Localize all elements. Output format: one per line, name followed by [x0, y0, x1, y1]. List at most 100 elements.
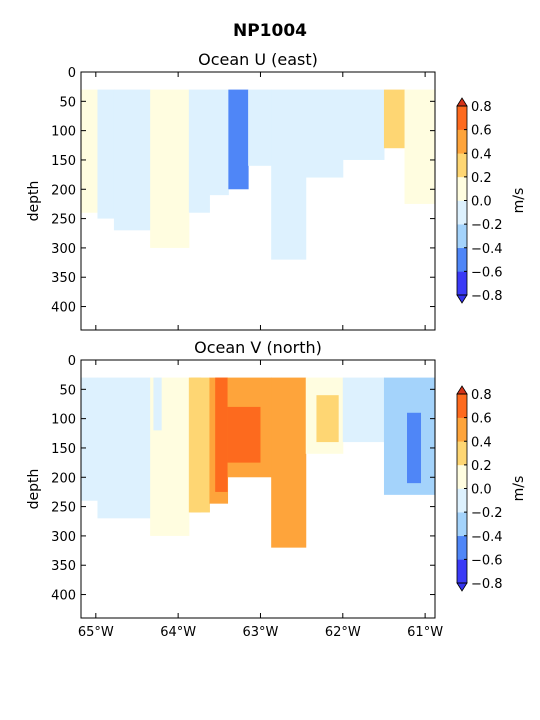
colorbar-tick-label: 0.0 — [471, 483, 492, 498]
colorbar-segment-5 — [457, 153, 467, 178]
y-tick-label: 200 — [51, 183, 76, 198]
y-tick-label: 150 — [51, 442, 76, 457]
y-tick-label: 300 — [51, 530, 76, 545]
colorbar-tick-label: 0.2 — [471, 459, 492, 474]
colorbar-segment-5 — [457, 441, 467, 466]
y-tick-label: 50 — [59, 95, 76, 110]
heatmap-cell-8 — [342, 377, 385, 443]
y-tick-label: 350 — [51, 271, 76, 286]
x-tick-label: 61°W — [407, 625, 443, 640]
colorbar-segment-4 — [457, 464, 467, 489]
heatmap-cell-12 — [404, 89, 436, 204]
plot-frame — [80, 71, 436, 331]
colorbar-tick-label: −0.4 — [471, 242, 503, 257]
heatmap-cell-1 — [97, 89, 115, 219]
heatmap-patch-4 — [153, 377, 162, 431]
y-axis-label-u: depth — [26, 181, 42, 222]
colorbar-segment-7 — [457, 394, 467, 418]
heatmap-cell-2 — [113, 89, 151, 231]
colorbar-tick-label: −0.4 — [471, 530, 503, 545]
y-tick-label: 400 — [51, 589, 76, 604]
colorbar-tick-label: 0.0 — [471, 195, 492, 210]
heatmap-patch-5 — [407, 412, 422, 484]
heatmap-cell-9 — [305, 89, 344, 178]
y-tick-label: 200 — [51, 471, 76, 486]
x-tick-label: 65°W — [78, 625, 114, 640]
x-tick-label: 63°W — [243, 625, 279, 640]
y-tick-label: 0 — [68, 66, 76, 81]
y-tick-label: 250 — [51, 501, 76, 516]
colorbar-segment-4 — [457, 176, 467, 201]
heatmap-cell-8 — [271, 89, 307, 260]
colorbar-segment-3 — [457, 488, 467, 513]
axes-u: 0 50 100 150 200 250 300 350 400 — [51, 66, 436, 331]
colorbar-tick-label: 0.4 — [471, 147, 492, 162]
colorbar-extend-high — [456, 97, 468, 107]
panel-ocean-v: Ocean V (north) depth 0 50 100 150 200 250 300… — [26, 338, 527, 640]
colorbar-segment-7 — [457, 106, 467, 130]
colorbar-tick-label: 0.8 — [471, 388, 492, 403]
colorbar-tick-label: −0.6 — [471, 553, 503, 568]
colorbar-segment-0 — [457, 559, 467, 584]
y-tick-label: 250 — [51, 213, 76, 228]
y-tick-label: 350 — [51, 559, 76, 574]
colorbar-tick-label: 0.2 — [471, 171, 492, 186]
colorbar-extend-high — [456, 385, 468, 395]
colorbar-tick-label: 0.6 — [471, 412, 492, 427]
panel-title-v: Ocean V (north) — [194, 338, 322, 357]
colorbar-u: 0.8 0.6 0.4 0.2 0.0 −0.2 −0.4 −0.6 −0.8 m/s — [456, 97, 527, 304]
colorbar-tick-label: −0.2 — [471, 218, 503, 233]
colorbar-segment-6 — [457, 129, 467, 154]
colorbar-segment-3 — [457, 200, 467, 225]
colorbar-tick-label: −0.8 — [471, 289, 503, 304]
colorbar-segment-2 — [457, 512, 467, 537]
colorbar-segment-2 — [457, 224, 467, 249]
heatmap-patch-3 — [190, 377, 202, 513]
colorbar-tick-label: −0.2 — [471, 506, 503, 521]
colorbar-tick-label: 0.4 — [471, 435, 492, 450]
heatmap-patch-1 — [227, 406, 261, 463]
figure-title: NP1004 — [233, 21, 307, 41]
panel-ocean-u: Ocean U (east) depth 0 50 100 150 200 250 300 3… — [26, 50, 527, 331]
heatmap-cell-11 — [383, 89, 406, 149]
panel-title-u: Ocean U (east) — [198, 50, 318, 69]
heatmap-cell-7 — [248, 89, 272, 166]
y-tick-label: 50 — [59, 383, 76, 398]
heatmap-cell-6 — [228, 89, 249, 190]
y-tick-label: 100 — [51, 413, 76, 428]
colorbar-segment-1 — [457, 247, 467, 272]
colorbar-extend-low — [456, 294, 468, 304]
colorbar-segment-0 — [457, 271, 467, 296]
heatmap-cells-u — [81, 89, 436, 260]
x-tick-label: 62°W — [325, 625, 361, 640]
axes-v: 0 50 100 150 200 250 300 350 400 65°W 64°W 63°W 62°W… — [51, 354, 443, 640]
y-tick-label: 150 — [51, 154, 76, 169]
heatmap-patch-0 — [215, 377, 228, 492]
heatmap-cell-6 — [271, 377, 307, 548]
y-tick-label: 100 — [51, 125, 76, 140]
colorbar-extend-low — [456, 582, 468, 592]
x-tick-label: 64°W — [160, 625, 196, 640]
colorbar-label: m/s — [511, 188, 527, 214]
heatmap-cell-10 — [342, 89, 385, 160]
colorbar-tick-label: −0.8 — [471, 577, 503, 592]
heatmap-cell-1 — [97, 377, 151, 519]
colorbar-segment-6 — [457, 417, 467, 442]
plot-frame — [80, 359, 436, 619]
colorbar-tick-label: 0.6 — [471, 124, 492, 139]
y-tick-label: 300 — [51, 242, 76, 257]
colorbar-tick-label: 0.8 — [471, 100, 492, 115]
colorbar-segment-1 — [457, 535, 467, 560]
colorbar-label: m/s — [511, 476, 527, 502]
heatmap-cell-0 — [81, 89, 98, 213]
heatmap-cell-5 — [209, 89, 229, 196]
y-axis-label-v: depth — [26, 469, 42, 510]
heatmap-cells-v — [81, 377, 436, 548]
colorbar-tick-label: −0.6 — [471, 265, 503, 280]
heatmap-patch-2 — [316, 395, 339, 443]
y-tick-label: 400 — [51, 301, 76, 316]
colorbar-v: 0.8 0.6 0.4 0.2 0.0 −0.2 −0.4 −0.6 −0.8 m/s — [456, 385, 527, 592]
heatmap-cell-0 — [81, 377, 98, 501]
y-tick-label: 0 — [68, 354, 76, 369]
